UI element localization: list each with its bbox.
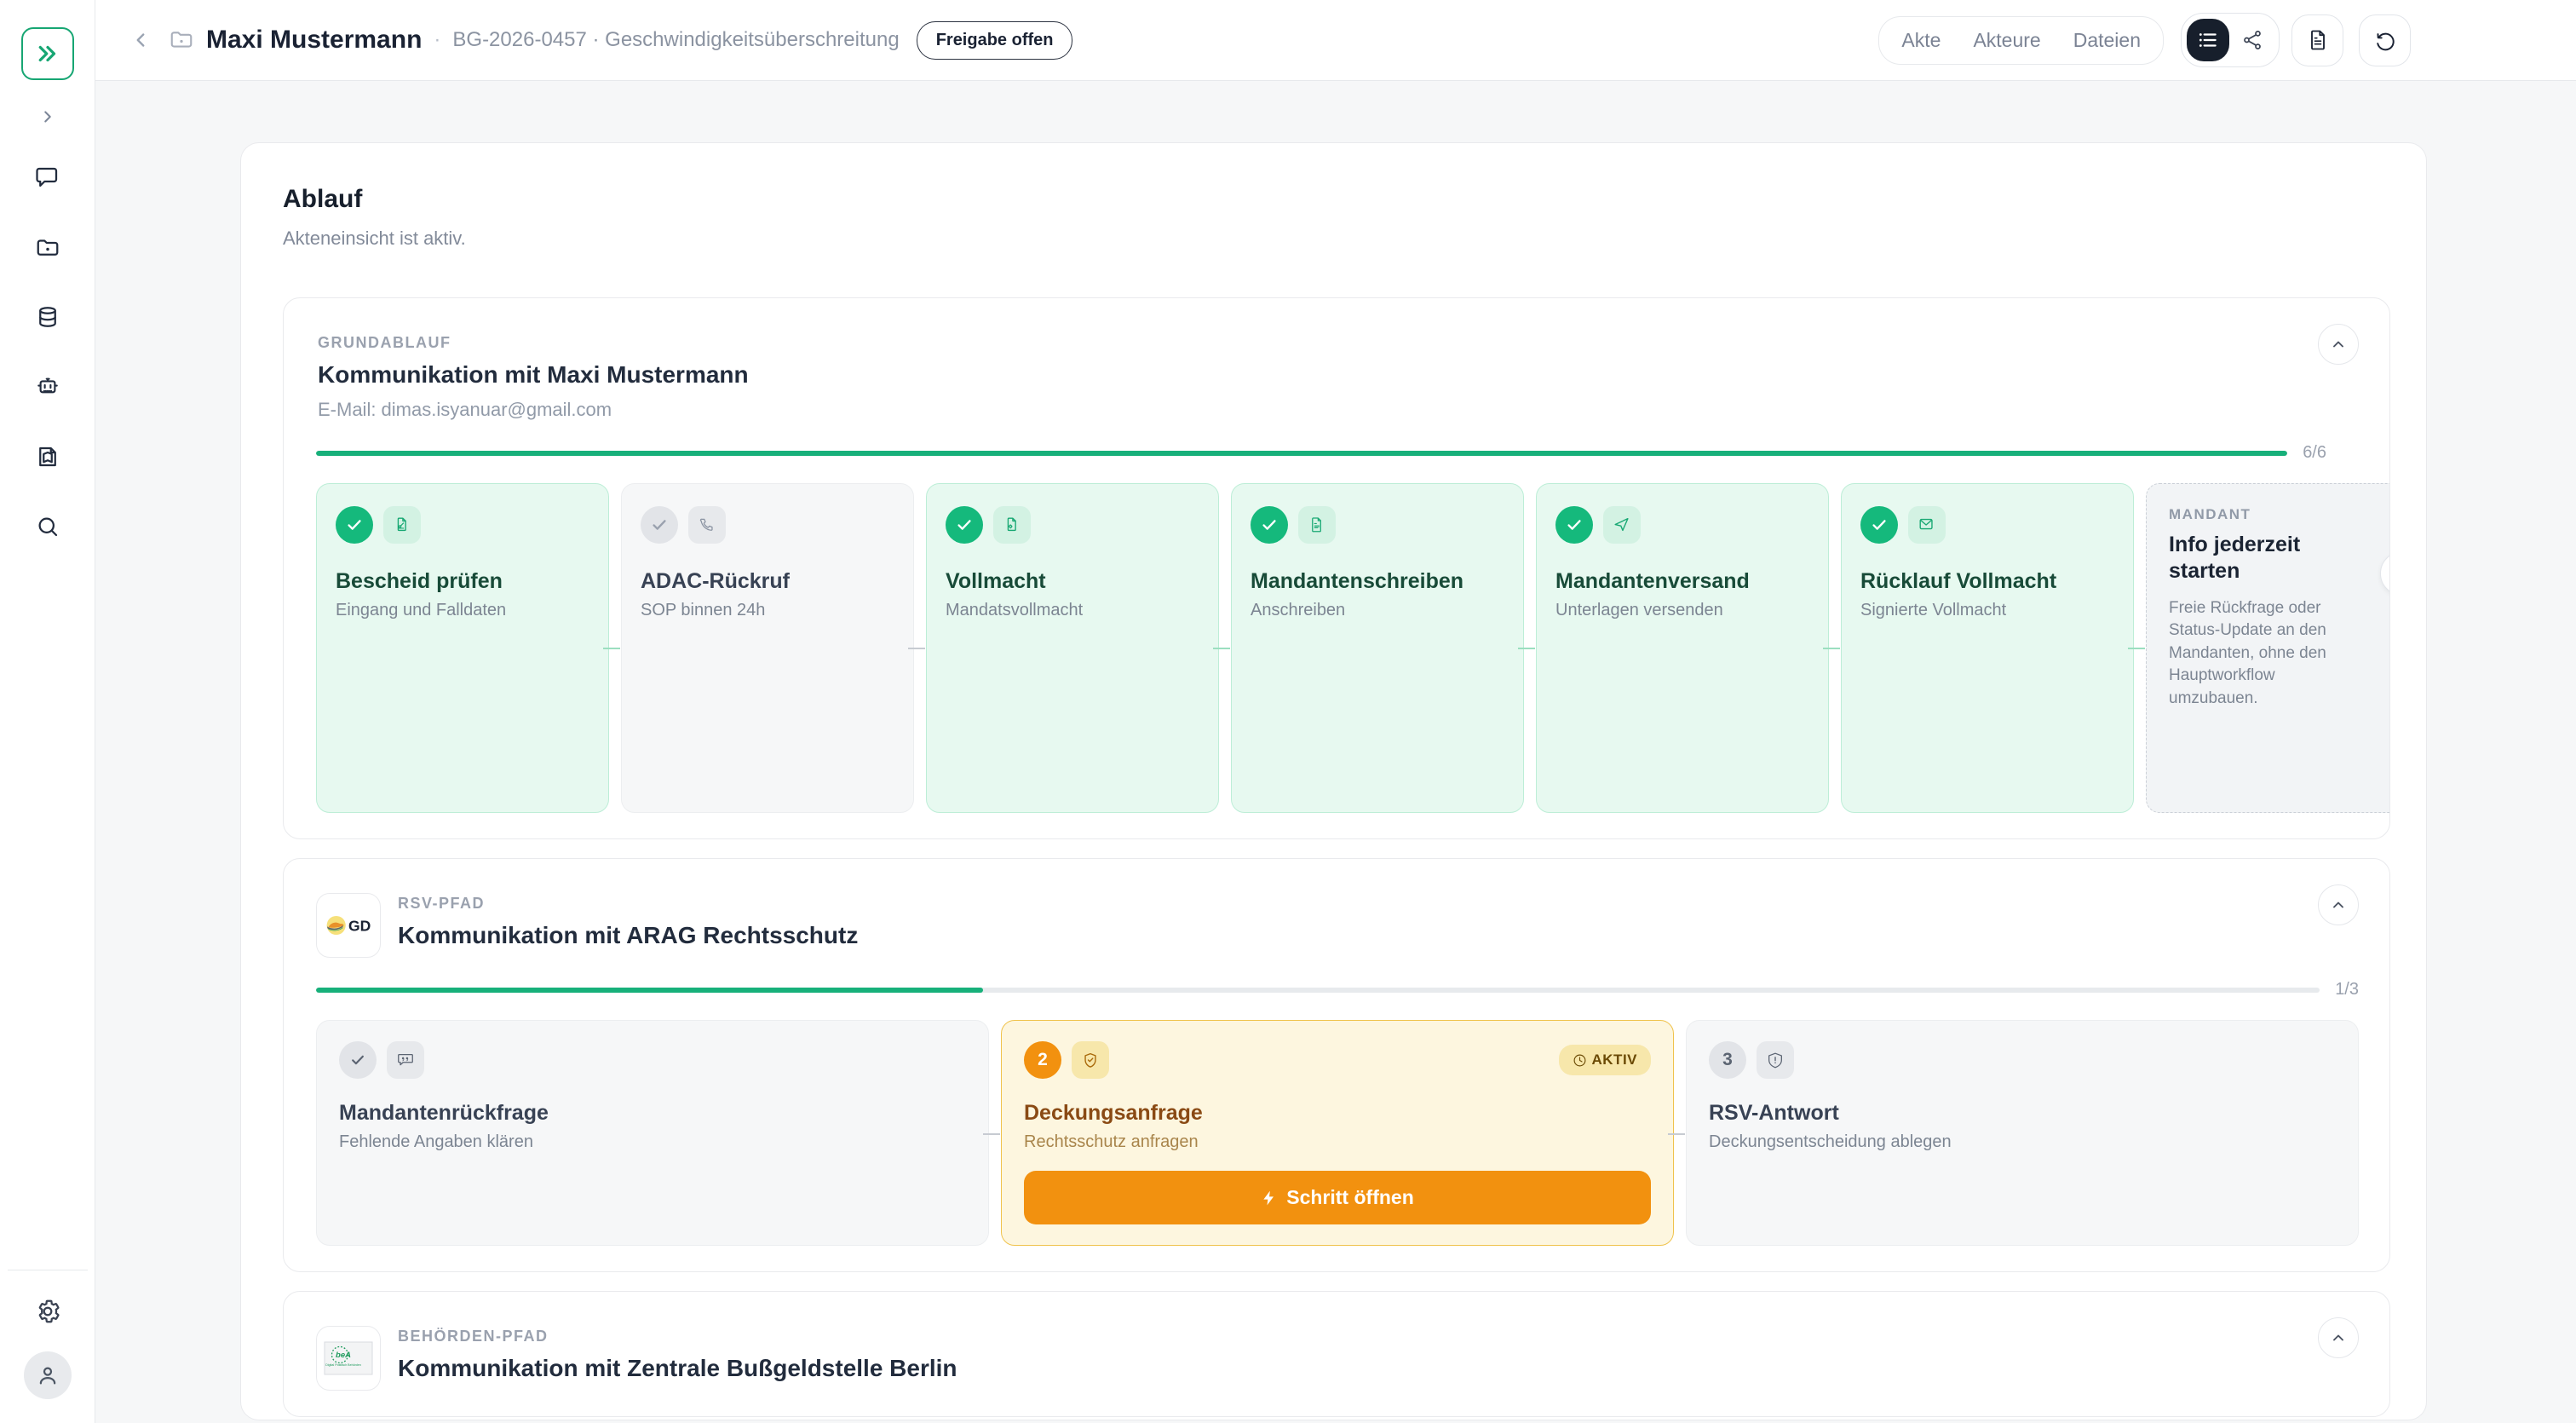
svg-text:beA: beA [336,1351,351,1360]
svg-text:Digital Postfach Behörden: Digital Postfach Behörden [325,1363,361,1367]
svg-text:GDV: GDV [348,918,371,935]
